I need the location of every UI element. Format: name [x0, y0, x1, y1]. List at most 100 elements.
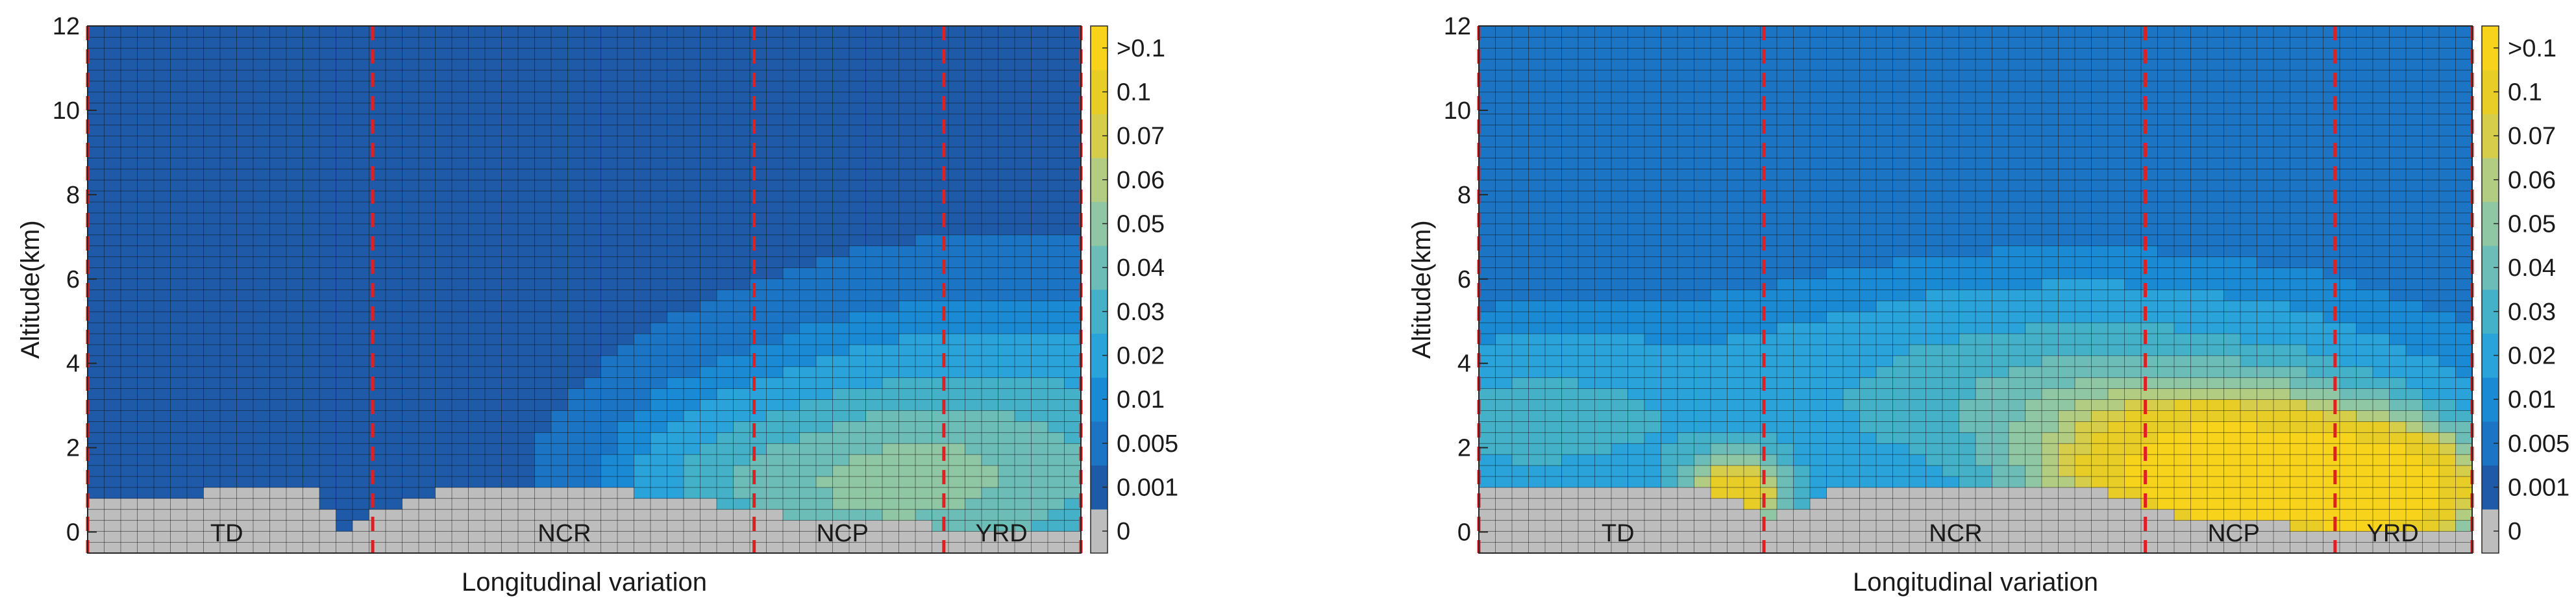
heatmap-cell: [832, 245, 850, 258]
y-tick-label: 10: [53, 97, 80, 125]
heatmap-cell: [667, 168, 684, 180]
heatmap-cell: [683, 311, 701, 323]
heatmap-cell: [1809, 179, 1827, 191]
heatmap-cell: [1047, 124, 1065, 136]
heatmap-cell: [567, 377, 585, 389]
heatmap-cell: [1611, 103, 1629, 115]
heatmap-cell: [1992, 69, 2009, 82]
heatmap-cell: [1661, 157, 1678, 169]
heatmap-cell: [650, 443, 668, 455]
heatmap-cell: [1826, 432, 1844, 444]
heatmap-cell: [832, 355, 850, 367]
heatmap-cell: [1710, 278, 1728, 290]
heatmap-cell: [1528, 530, 1546, 543]
heatmap-cell: [186, 410, 204, 422]
heatmap-cell: [2058, 25, 2075, 38]
heatmap-cell: [286, 454, 304, 466]
heatmap-cell: [1743, 179, 1761, 191]
heatmap-cell: [385, 201, 403, 214]
heatmap-cell: [484, 267, 502, 279]
heatmap-cell: [965, 245, 982, 258]
heatmap-cell: [170, 487, 188, 499]
heatmap-cell: [1628, 487, 1645, 499]
heatmap-cell: [2058, 124, 2075, 136]
heatmap-cell: [1909, 190, 1927, 203]
heatmap-cell: [948, 267, 966, 279]
heatmap-cell: [2140, 47, 2159, 60]
heatmap-cell: [1495, 92, 1513, 104]
heatmap-cell: [2058, 179, 2075, 191]
heatmap-cell: [782, 124, 800, 136]
heatmap-cell: [1644, 135, 1662, 147]
heatmap-cell: [170, 322, 188, 334]
heatmap-cell: [1942, 168, 1960, 180]
heatmap-cell: [2025, 355, 2042, 367]
heatmap-cell: [269, 454, 287, 466]
heatmap-cell: [402, 388, 419, 400]
heatmap-cell: [965, 25, 982, 38]
heatmap-cell: [87, 519, 105, 532]
heatmap-cell: [2074, 388, 2092, 400]
heatmap-cell: [584, 234, 602, 247]
heatmap-cell: [468, 388, 486, 400]
heatmap-cell: [203, 344, 221, 356]
heatmap-cell: [601, 168, 618, 180]
heatmap-cell: [948, 92, 966, 104]
heatmap-cell: [153, 508, 171, 521]
heatmap-cell: [1031, 388, 1048, 400]
heatmap-cell: [484, 421, 502, 433]
heatmap-cell: [567, 322, 585, 334]
heatmap-cell: [1892, 530, 1910, 543]
heatmap-cell: [1047, 443, 1065, 455]
heatmap-cell: [2008, 157, 2026, 169]
heatmap-cell: [1942, 366, 1960, 378]
heatmap-cell: [104, 103, 121, 115]
heatmap-cell: [749, 113, 767, 126]
heatmap-cell: [1628, 311, 1645, 323]
heatmap-cell: [1495, 135, 1513, 147]
heatmap-cell: [733, 190, 750, 203]
heatmap-cell: [1959, 300, 1976, 312]
heatmap-cell: [534, 300, 552, 312]
heatmap-cell: [2140, 267, 2159, 279]
heatmap-cell: [1959, 344, 1976, 356]
heatmap-cell: [286, 113, 304, 126]
heatmap-cell: [484, 541, 502, 554]
heatmap-cell: [766, 476, 784, 488]
heatmap-cell: [1578, 168, 1596, 180]
region-label: NCR: [538, 520, 591, 547]
heatmap-cell: [1809, 465, 1827, 477]
heatmap-cell: [1478, 47, 1496, 60]
heatmap-cell: [1511, 410, 1530, 422]
heatmap-cell: [766, 410, 784, 422]
heatmap-cell: [1809, 399, 1827, 411]
heatmap-cell: [915, 432, 933, 444]
heatmap-cell: [303, 410, 320, 422]
heatmap-cell: [2074, 508, 2092, 521]
heatmap-cell: [700, 443, 717, 455]
heatmap-cell: [1578, 212, 1596, 225]
heatmap-cell: [700, 124, 717, 136]
heatmap-cell: [1975, 135, 1993, 147]
heatmap-cell: [1478, 300, 1496, 312]
heatmap-cell: [965, 168, 982, 180]
heatmap-cell: [1809, 124, 1827, 136]
heatmap-cell: [667, 36, 684, 49]
heatmap-cell: [2041, 113, 2059, 126]
heatmap-cell: [1478, 103, 1496, 115]
heatmap-cell: [1876, 432, 1894, 444]
heatmap-cell: [1892, 190, 1910, 203]
heatmap-cell: [336, 190, 353, 203]
heatmap-cell: [567, 80, 585, 93]
heatmap-cell: [1992, 190, 2009, 203]
heatmap-cell: [2174, 267, 2192, 279]
heatmap-cell: [998, 399, 1015, 411]
heatmap-cell: [468, 69, 486, 82]
heatmap-cell: [336, 256, 353, 268]
heatmap-cell: [1528, 267, 1546, 279]
heatmap-cell: [882, 212, 900, 225]
heatmap-cell: [948, 212, 966, 225]
heatmap-cell: [1727, 69, 1744, 82]
heatmap-cell: [882, 388, 900, 400]
heatmap-cell: [1561, 223, 1579, 236]
